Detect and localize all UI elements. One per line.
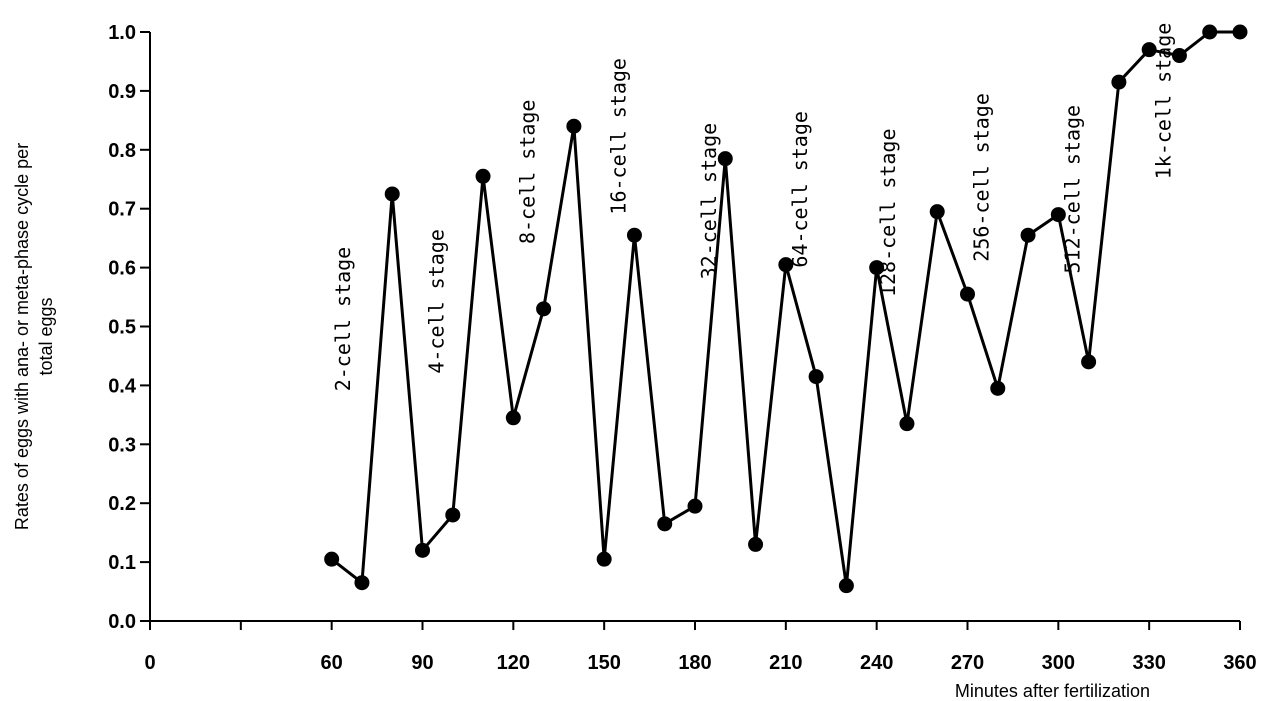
x-tick-label: 0 [144, 652, 155, 674]
stage-annotation: 2-cell stage [331, 247, 355, 392]
y-axis: 0.0 0.1 0.2 0.3 0.4 0.5 0.6 0.7 0.8 0.9 1.0 [108, 22, 151, 633]
data-point [748, 536, 764, 552]
data-point [808, 369, 824, 385]
stage-annotation: 128-cell stage [876, 128, 900, 297]
data-point [1232, 24, 1248, 40]
stage-annotation: 1k-cell stage [1151, 23, 1175, 180]
y-tick-label: 0.4 [108, 375, 137, 397]
y-tick-label: 0.6 [108, 258, 136, 280]
data-point [929, 204, 945, 220]
series-line [330, 30, 1240, 588]
data-point [475, 168, 491, 184]
series-line-group [330, 30, 1240, 588]
x-tick-label: 240 [860, 652, 893, 674]
x-axis: 0 60 90 120 150 180 210 240 270 300 330 360 [144, 620, 1257, 674]
y-tick-label: 0.7 [108, 199, 136, 221]
y-tick-label: 0.8 [108, 140, 136, 162]
y-axis-title: Rates of eggs with ana- or meta-phase cy… [12, 143, 56, 530]
y-tick-label: 0.5 [108, 317, 136, 339]
x-tick-label: 360 [1223, 652, 1256, 674]
x-tick-label: 90 [411, 652, 433, 674]
y-tick-label: 0.1 [108, 552, 136, 574]
y-tick-label: 1.0 [108, 22, 136, 44]
data-point [1171, 48, 1187, 64]
data-point [1141, 42, 1157, 58]
y-axis-title-line: total eggs [36, 297, 56, 375]
data-point [1111, 74, 1127, 90]
x-tick-label: 270 [951, 652, 984, 674]
data-point [717, 151, 733, 167]
x-tick-label: 60 [321, 652, 343, 674]
stage-annotation: 64-cell stage [788, 111, 812, 268]
stage-annotation: 256-cell stage [970, 93, 994, 262]
data-point [838, 578, 854, 594]
data-points [324, 24, 1248, 594]
y-axis-title-line: Rates of eggs with ana- or meta-phase cy… [12, 143, 32, 530]
data-point [657, 516, 673, 532]
data-point [384, 186, 400, 202]
y-tick-label: 0.2 [108, 493, 136, 515]
x-tick-label: 330 [1132, 652, 1165, 674]
y-tick-label: 0.3 [108, 434, 136, 456]
y-tick-label: 0.0 [108, 611, 136, 633]
stage-annotation: 512-cell stage [1061, 105, 1085, 274]
data-point [626, 227, 642, 243]
data-point [899, 416, 915, 432]
x-tick-label: 210 [769, 652, 802, 674]
data-point [354, 575, 370, 591]
y-tick-label: 0.9 [108, 81, 136, 103]
data-point [445, 507, 461, 523]
data-point [1020, 227, 1036, 243]
x-tick-label: 300 [1042, 652, 1075, 674]
x-tick-label: 150 [587, 652, 620, 674]
stage-annotation: 16-cell stage [606, 58, 630, 215]
x-tick-label: 120 [497, 652, 530, 674]
data-point [596, 551, 612, 567]
data-point [324, 551, 340, 567]
x-tick-label: 180 [678, 652, 711, 674]
data-point [536, 301, 552, 317]
data-point [990, 380, 1006, 396]
data-point [960, 286, 975, 302]
data-point [505, 410, 521, 426]
stage-annotations: 2-cell stage 4-cell stage 8-cell stage 16-c… [331, 23, 1176, 392]
stage-annotation: 4-cell stage [425, 229, 449, 374]
data-point [1050, 207, 1066, 223]
data-point [778, 257, 794, 273]
stage-annotation: 32-cell stage [697, 123, 721, 280]
stage-annotation: 8-cell stage [516, 100, 540, 245]
data-point [415, 542, 430, 558]
data-point [1202, 24, 1218, 40]
data-point [687, 498, 703, 514]
x-axis-title: Minutes after fertilization [955, 681, 1150, 701]
data-point [566, 118, 582, 134]
data-point [869, 260, 885, 276]
data-point [1081, 354, 1097, 370]
